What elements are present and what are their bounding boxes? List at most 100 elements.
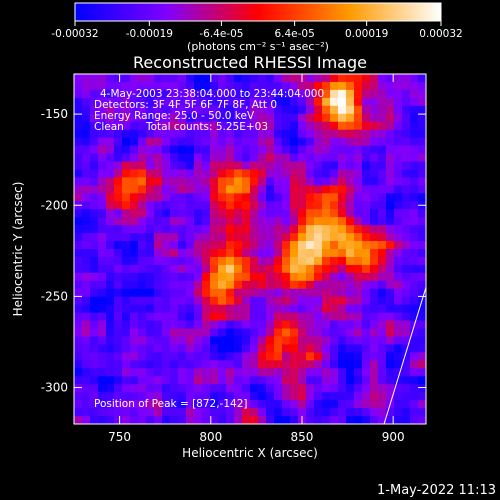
heatmap-cell	[226, 89, 235, 99]
heatmap-cell	[226, 272, 235, 282]
heatmap-cell	[74, 400, 83, 409]
heatmap-cell	[234, 312, 243, 322]
heatmap-cell	[378, 209, 387, 218]
heatmap-cell	[170, 74, 179, 83]
heatmap-cell	[410, 328, 419, 337]
heatmap-cell	[130, 169, 139, 178]
heatmap-cell	[354, 169, 363, 178]
heatmap-cell	[362, 368, 371, 377]
heatmap-cell	[394, 153, 403, 162]
heatmap-cell	[154, 376, 163, 385]
heatmap-cell	[98, 336, 107, 345]
heatmap-cell	[418, 392, 426, 401]
heatmap-cell	[418, 74, 426, 83]
heatmap-cell	[314, 320, 323, 330]
heatmap-cell	[290, 400, 299, 409]
heatmap-cell	[210, 161, 219, 170]
heatmap-cell	[186, 193, 195, 202]
heatmap-cell	[282, 344, 291, 353]
heatmap-cell	[114, 97, 123, 107]
heatmap-cell	[330, 320, 339, 330]
heatmap-cell	[410, 129, 419, 139]
heatmap-cell	[90, 201, 99, 210]
heatmap-cell	[354, 145, 363, 155]
heatmap-cell	[210, 416, 219, 424]
heatmap-cell	[202, 161, 211, 170]
heatmap-cell	[290, 129, 299, 139]
heatmap-cell	[234, 81, 243, 91]
heatmap-cell	[202, 105, 211, 115]
heatmap-cell	[122, 81, 131, 91]
heatmap-cell	[266, 384, 275, 393]
heatmap-cell	[282, 193, 291, 202]
heatmap-cell	[218, 121, 227, 131]
heatmap-cell	[418, 368, 426, 377]
heatmap-cell	[418, 145, 426, 155]
heatmap-cell	[298, 209, 307, 218]
heatmap-cell	[330, 193, 339, 202]
heatmap-cell	[82, 233, 91, 242]
heatmap-cell	[138, 97, 147, 107]
heatmap-cell	[98, 153, 107, 162]
heatmap-cell	[106, 177, 115, 186]
heatmap-cell	[306, 129, 315, 139]
heatmap-cell	[186, 256, 195, 266]
heatmap-cell	[402, 272, 411, 282]
heatmap-cell	[338, 352, 347, 361]
heatmap-cell	[138, 209, 147, 218]
heatmap-cell	[354, 368, 363, 377]
heatmap-cell	[322, 249, 331, 258]
heatmap-cell	[354, 185, 363, 194]
heatmap-cell	[362, 280, 371, 290]
heatmap-cell	[178, 360, 187, 369]
heatmap-cell	[250, 416, 259, 424]
heatmap-cell	[106, 360, 115, 369]
heatmap-cell	[378, 288, 387, 298]
heatmap-cell	[218, 89, 227, 99]
heatmap-cell	[98, 225, 107, 234]
heatmap-cell	[154, 74, 163, 83]
heatmap-cell	[362, 384, 371, 393]
heatmap-cell	[258, 193, 267, 202]
heatmap-cell	[154, 400, 163, 409]
heatmap-cell	[226, 129, 235, 139]
heatmap-cell	[402, 201, 411, 210]
heatmap-cell	[194, 97, 203, 107]
heatmap-cell	[378, 328, 387, 337]
heatmap-cell	[162, 320, 171, 330]
heatmap-cell	[274, 97, 283, 107]
heatmap-cell	[338, 416, 347, 424]
heatmap-cell	[154, 368, 163, 377]
heatmap-cell	[146, 296, 155, 306]
heatmap-cell	[146, 193, 155, 202]
heatmap-cell	[170, 217, 179, 226]
heatmap-cell	[298, 360, 307, 369]
heatmap-cell	[122, 272, 131, 282]
heatmap-cell	[418, 161, 426, 170]
heatmap-cell	[370, 344, 379, 353]
heatmap-cell	[402, 328, 411, 337]
heatmap-cell	[266, 201, 275, 210]
heatmap-cell	[394, 249, 403, 258]
heatmap-cell	[178, 177, 187, 186]
heatmap-cell	[322, 161, 331, 170]
heatmap-cell	[250, 360, 259, 369]
heatmap-cell	[138, 256, 147, 266]
heatmap-cell	[314, 241, 323, 250]
heatmap-cell	[378, 304, 387, 314]
heatmap-cell	[394, 264, 403, 274]
heatmap-cell	[370, 416, 379, 424]
heatmap-cell	[386, 416, 395, 424]
heatmap-cell	[282, 209, 291, 218]
annotation-clean: Clean	[94, 121, 124, 133]
heatmap-cell	[130, 177, 139, 186]
heatmap-cell	[362, 408, 371, 417]
heatmap-cell	[194, 193, 203, 202]
heatmap-cell	[98, 352, 107, 361]
heatmap-cell	[146, 392, 155, 401]
heatmap-cell	[114, 105, 123, 115]
heatmap-cell	[322, 145, 331, 155]
heatmap-cell	[282, 400, 291, 409]
heatmap-cell	[306, 201, 315, 210]
heatmap-cell	[82, 209, 91, 218]
